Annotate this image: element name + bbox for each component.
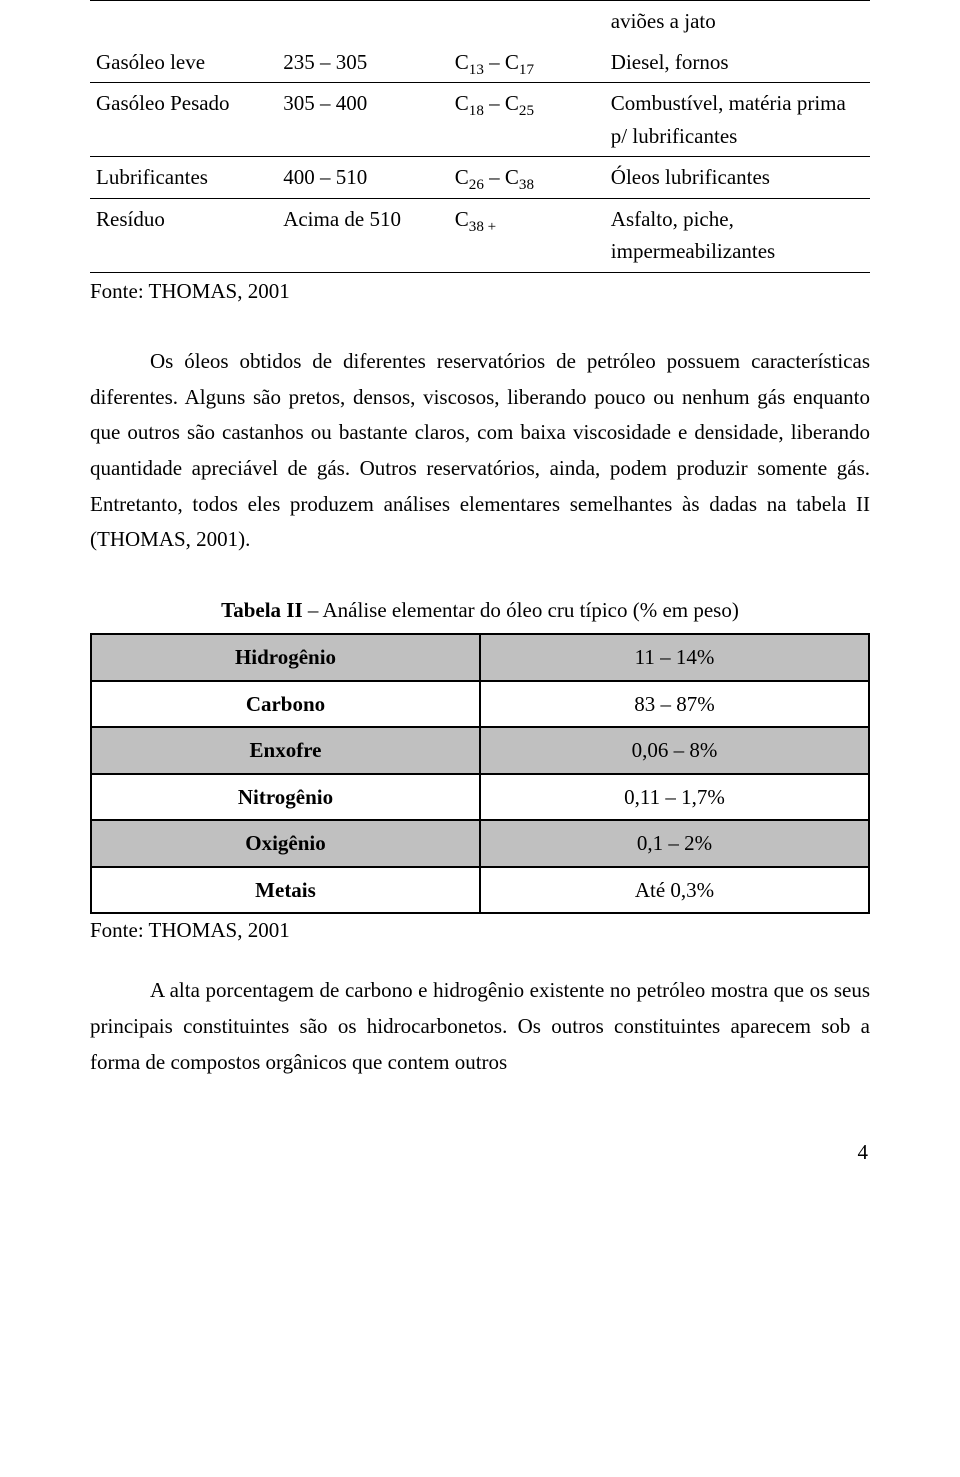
page-number: 4 — [90, 1140, 870, 1165]
table-cell-value: 0,1 – 2% — [480, 820, 869, 867]
table-cell-value: Até 0,3% — [480, 867, 869, 914]
fractions-table-source: Fonte: THOMAS, 2001 — [90, 279, 870, 304]
table-cell-value: 0,06 – 8% — [480, 727, 869, 774]
table-cell: 400 – 510 — [277, 157, 449, 199]
table-cell-label: Carbono — [91, 681, 480, 728]
elemental-table-title: Tabela II – Análise elementar do óleo cr… — [90, 598, 870, 623]
elemental-table: Hidrogênio11 – 14%Carbono83 – 87%Enxofre… — [90, 633, 870, 914]
table-cell: C18 – C25 — [449, 83, 605, 157]
table-cell: Gasóleo Pesado — [90, 83, 277, 157]
table-cell — [449, 1, 605, 42]
table-cell: Diesel, fornos — [605, 42, 870, 83]
table-cell-value: 0,11 – 1,7% — [480, 774, 869, 821]
table-cell-label: Nitrogênio — [91, 774, 480, 821]
table-cell: C13 – C17 — [449, 42, 605, 83]
table-cell: 305 – 400 — [277, 83, 449, 157]
table-cell-label: Metais — [91, 867, 480, 914]
table-cell: Asfalto, piche, impermeabilizantes — [605, 198, 870, 272]
table-cell: Combustível, matéria prima p/ lubrifican… — [605, 83, 870, 157]
table-cell-value: 83 – 87% — [480, 681, 869, 728]
elemental-table-source: Fonte: THOMAS, 2001 — [90, 918, 870, 943]
table-cell-label: Oxigênio — [91, 820, 480, 867]
table-cell: 235 – 305 — [277, 42, 449, 83]
table-cell: Gasóleo leve — [90, 42, 277, 83]
table-cell: aviões a jato — [605, 1, 870, 42]
table-cell-label: Hidrogênio — [91, 634, 480, 681]
elemental-table-title-bold: Tabela II — [221, 598, 303, 622]
table-cell: C26 – C38 — [449, 157, 605, 199]
elemental-table-title-rest: – Análise elementar do óleo cru típico (… — [303, 598, 739, 622]
table-cell: Lubrificantes — [90, 157, 277, 199]
paragraph-reservoirs: Os óleos obtidos de diferentes reservató… — [90, 344, 870, 558]
paragraph-composition: A alta porcentagem de carbono e hidrogên… — [90, 973, 870, 1080]
table-cell — [90, 1, 277, 42]
table-cell: C38 + — [449, 198, 605, 272]
table-cell-label: Enxofre — [91, 727, 480, 774]
table-cell: Óleos lubrificantes — [605, 157, 870, 199]
table-cell: Resíduo — [90, 198, 277, 272]
table-cell — [277, 1, 449, 42]
table-cell-value: 11 – 14% — [480, 634, 869, 681]
fractions-table: aviões a jato Gasóleo leve235 – 305C13 – … — [90, 0, 870, 273]
table-cell: Acima de 510 — [277, 198, 449, 272]
document-page: aviões a jato Gasóleo leve235 – 305C13 – … — [0, 0, 960, 1205]
